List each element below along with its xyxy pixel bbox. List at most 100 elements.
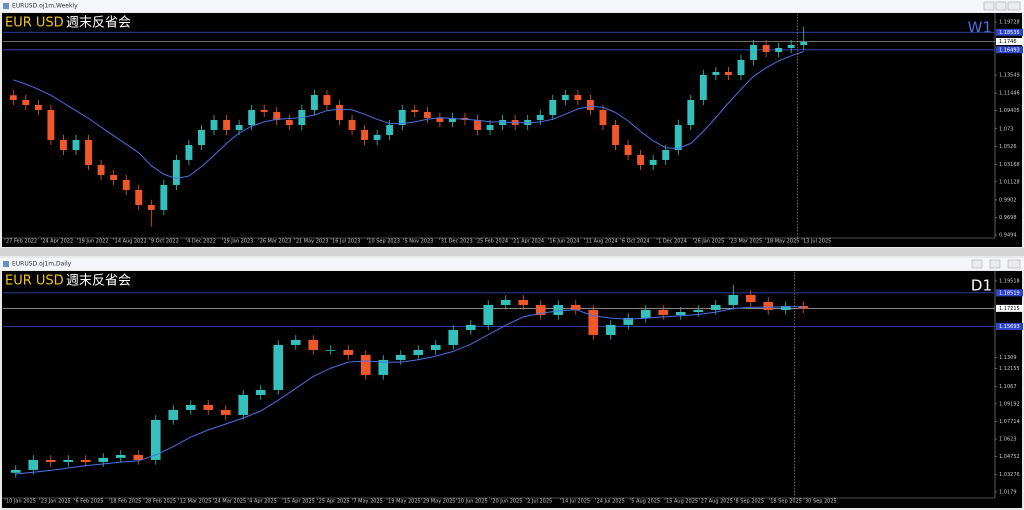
x-tick-label: 18 May 2025 [767,239,800,245]
candle-body [570,304,581,310]
x-tick-label: 29 May 2025 [423,499,456,505]
candle-body [9,95,17,100]
x-tick-label: 9 Oct 2022 [151,239,179,245]
candle-body [260,109,268,113]
candle-body [28,459,39,470]
candle-body [133,454,144,460]
current-price-label: 1.1746 [999,39,1017,45]
x-tick-label: 6 Feb 2025 [75,499,103,505]
candle-body [624,145,632,155]
candle-body [168,409,179,420]
candle-body [787,45,795,49]
minimize-button[interactable] [983,1,995,11]
y-tick-label: 1.09405 [999,108,1020,114]
candle-body [535,304,546,315]
candle-body [325,349,336,351]
level-label: 1.15693 [999,324,1020,330]
minimize-button[interactable] [971,259,983,269]
x-tick-label: 14 Jul 2025 [562,499,590,505]
y-tick-label: 1.19518 [999,278,1020,284]
candle-body [699,74,707,100]
candle-body [373,134,381,140]
candle-body [780,306,791,310]
memo-label: 週末反省会 [66,16,131,31]
candle-body [674,125,682,151]
x-tick-label: 10 Jan 2025 [6,499,36,505]
candle-body [465,324,476,330]
candle-body [737,59,745,75]
candle-body [649,159,657,165]
candle-body [235,125,243,130]
candle-body [549,99,557,115]
candle-body [323,95,331,105]
y-tick-label: 1.1309 [999,355,1017,361]
candle-body [72,139,80,151]
candle-body [561,95,569,100]
x-tick-label: 23 Jan 2025 [41,499,71,505]
chart-area [2,271,1022,508]
candle-body [223,120,231,130]
candle-body [800,42,808,46]
candle-body [98,457,109,462]
timeframe-label: W1 [968,19,992,37]
y-tick-label: 1.12155 [999,366,1020,372]
chart-area [2,13,1022,247]
candle-body [536,114,544,121]
x-tick-label: 19 May 2025 [388,499,421,505]
y-tick-label: 1.19728 [999,20,1020,26]
candle-body [360,354,371,375]
close-button[interactable] [1007,1,1021,11]
x-tick-label: 18 Sep 2025 [770,499,802,505]
symbol-label: EUR USD [5,274,64,289]
level-label-box [996,289,1023,297]
y-tick-label: 0.9494 [999,232,1017,238]
candle-body [763,301,774,310]
x-tick-label: 13 Jul 2025 [803,239,831,245]
candle-body [518,299,529,305]
candle-body [290,339,301,345]
candle-body [474,120,481,130]
candle-body [710,304,721,310]
candle-body [448,329,459,345]
x-tick-label: 24 Apr 2022 [42,239,73,245]
candle-body [185,145,193,160]
current-price-box [996,37,1023,45]
maximize-button[interactable] [989,259,1001,269]
candle-body [483,304,494,325]
candle-body [185,404,196,410]
x-tick-label: 30 Sep 2025 [805,499,837,505]
x-tick-label: 4 Apr 2025 [249,499,277,505]
y-tick-label: 1.0179 [999,489,1017,495]
x-tick-label: 10 Sep 2023 [368,239,400,245]
y-tick-label: 1.1067 [999,384,1017,390]
close-button[interactable] [1007,259,1021,269]
x-tick-label: 26 Mar 2023 [260,239,292,245]
candle-body [658,309,669,315]
candle-body [285,120,293,125]
y-tick-label: 1.01128 [999,179,1020,185]
timeframe-label: D1 [971,277,992,295]
x-tick-label: 18 Feb 2025 [110,499,141,505]
candle-body [612,125,619,146]
candle-body [712,71,720,75]
candle-body [115,454,126,458]
x-tick-label: 5 Nov 2023 [405,239,434,245]
maximize-button[interactable] [995,1,1007,11]
candle-body [675,311,686,315]
y-tick-label: 0.9902 [999,197,1017,203]
x-tick-label: 29 Jan 2023 [223,239,253,245]
y-tick-label: 1.09192 [999,401,1020,407]
candle-body [386,125,394,135]
x-tick-label: 24 Mar 2025 [214,499,246,505]
x-tick-label: 16 Jun 2024 [549,239,579,245]
x-tick-label: 21 May 2023 [296,239,329,245]
window-title: EURUSD.oj1m,Daily [12,261,72,268]
candle-body [775,48,783,52]
candle-body [220,409,231,415]
candle-body [198,129,205,146]
x-tick-label: 25 Apr 2025 [319,499,350,505]
candle-body [378,359,389,375]
candle-body [662,150,670,160]
